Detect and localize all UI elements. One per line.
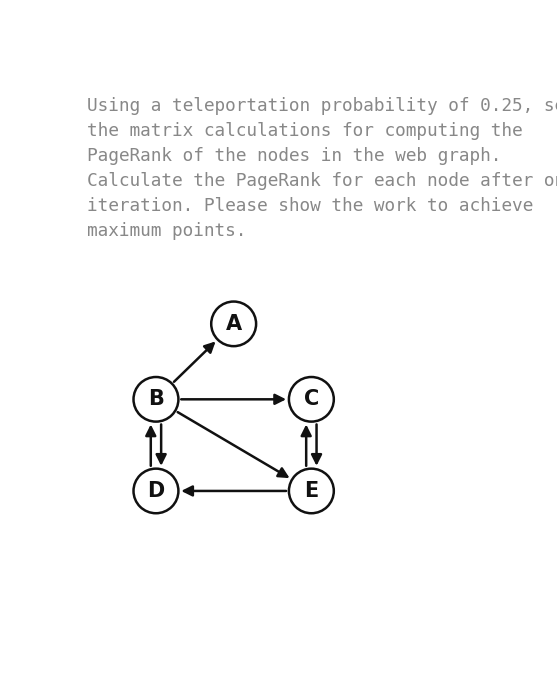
Text: A: A bbox=[226, 314, 242, 334]
Text: Using a teleportation probability of 0.25, setup
the matrix calculations for com: Using a teleportation probability of 0.2… bbox=[87, 97, 557, 241]
Text: C: C bbox=[304, 389, 319, 410]
Text: B: B bbox=[148, 389, 164, 410]
Ellipse shape bbox=[289, 377, 334, 421]
Ellipse shape bbox=[211, 302, 256, 346]
Ellipse shape bbox=[134, 377, 178, 421]
Ellipse shape bbox=[134, 468, 178, 513]
Text: E: E bbox=[304, 481, 319, 501]
Ellipse shape bbox=[289, 468, 334, 513]
Text: D: D bbox=[148, 481, 164, 501]
